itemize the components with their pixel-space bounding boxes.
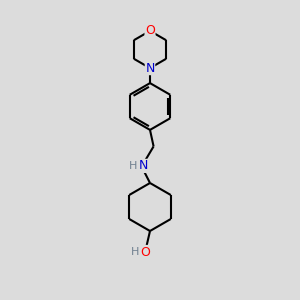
Text: N: N — [145, 61, 155, 75]
Text: N: N — [138, 159, 148, 172]
Text: H: H — [128, 161, 137, 171]
Text: H: H — [131, 247, 139, 257]
Text: O: O — [145, 24, 155, 38]
Text: O: O — [140, 245, 150, 259]
